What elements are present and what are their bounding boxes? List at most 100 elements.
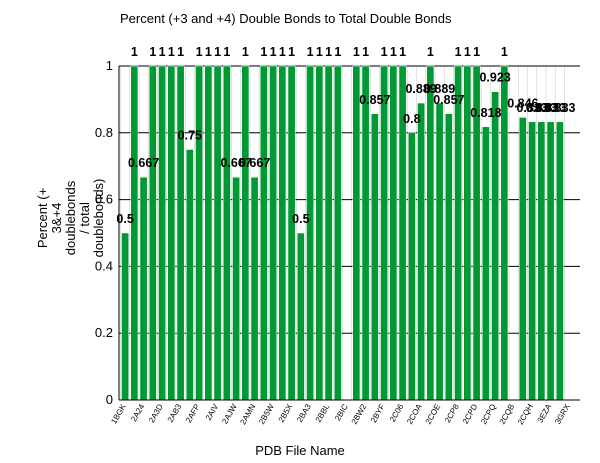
x-tick-label: 3EZA (536, 402, 554, 424)
data-label: 0.846 (507, 96, 538, 110)
bar (324, 65, 333, 401)
data-label: 1 (168, 45, 175, 59)
bar (519, 117, 527, 401)
data-label: 1 (260, 45, 267, 59)
data-label: 1 (473, 45, 480, 59)
x-tick-label: 2B5W (257, 402, 276, 426)
bar (491, 91, 499, 401)
data-label: 0.889 (424, 82, 455, 96)
data-label: 1 (270, 45, 277, 59)
data-label: 1 (131, 45, 138, 59)
y-axis-title-line: doublebonds (63, 180, 78, 255)
x-tick-label: 2A24 (129, 402, 146, 423)
x-tick-label: 2CP8 (443, 402, 461, 424)
data-label: 1 (334, 45, 341, 59)
data-label: 1 (177, 45, 184, 59)
bar (213, 65, 222, 401)
chart-title: Percent (+3 and +4) Double Bonds to Tota… (120, 11, 452, 26)
x-tick-label: 2C06 (388, 402, 406, 424)
bar (130, 65, 139, 401)
bar (121, 232, 129, 401)
x-tick-label: 2CQB (498, 403, 517, 426)
x-tick-label: 2CQH (516, 402, 535, 426)
bar (167, 65, 176, 401)
bar (352, 65, 361, 401)
bar (389, 65, 398, 401)
x-tick-label: 2B5X (277, 402, 295, 424)
data-label: 1 (223, 45, 230, 59)
bar (556, 121, 564, 401)
bar-series (121, 65, 564, 401)
y-axis-title: Percent (+ 3&+4 doublebonds / total doublebo… (35, 179, 106, 258)
bar (528, 121, 536, 401)
bar (195, 65, 203, 401)
data-label: 0.833 (516, 101, 547, 115)
data-label: 1 (196, 45, 203, 59)
bar (139, 176, 148, 401)
y-tick-label: 0 (106, 392, 113, 407)
data-label: 0.889 (405, 82, 436, 96)
y-tick-label: 0.2 (95, 325, 113, 340)
data-label: 1 (159, 45, 166, 59)
data-label: 0.8 (403, 112, 420, 126)
x-tick-label: 2AB3 (166, 402, 184, 424)
bar (380, 65, 388, 401)
data-label: 1 (353, 45, 360, 59)
x-tick-labels: 1BGK 2A24 2A3D 2AB3 2AFP 2AIV 2AJW 2AMN 2B5W 2B5X… (109, 402, 572, 426)
data-label: 0.667 (239, 156, 270, 170)
x-tick-label: 2CPD (461, 402, 480, 425)
bar (223, 65, 231, 401)
x-tick-label: 2BA3 (295, 402, 313, 424)
x-tick-label: 2AJW (220, 402, 239, 425)
x-tick-label: 2A3D (147, 402, 165, 424)
y-axis-title-line: 3&+4 (49, 203, 64, 234)
data-label: 0.5 (116, 212, 133, 226)
bar (426, 65, 435, 401)
y-tick-label: 0.4 (95, 258, 113, 273)
data-label: 1 (501, 45, 508, 59)
x-tick-label: 2BW2 (350, 402, 369, 426)
data-label: 0.5 (292, 212, 309, 226)
data-label: 0.833 (544, 101, 575, 115)
data-label: 1 (381, 45, 388, 59)
data-label: 1 (362, 45, 369, 59)
data-label: 1 (316, 45, 323, 59)
data-label: 1 (307, 45, 314, 59)
bar (269, 65, 277, 401)
data-label: 0.667 (128, 156, 159, 170)
bar (260, 65, 268, 401)
bar (435, 102, 444, 401)
y-axis-title-line: Percent (+ (35, 188, 50, 248)
bar (417, 102, 425, 401)
data-label: 1 (427, 45, 434, 59)
bar (241, 65, 250, 401)
y-tick-label: 0.8 (95, 125, 113, 140)
x-tick-label: 2AFP (184, 403, 202, 425)
y-tick-labels: 0 0.2 0.4 0.6 0.8 1 (95, 58, 113, 407)
data-label: 1 (464, 45, 471, 59)
bar (250, 176, 259, 401)
y-axis-title-line: doublebonds) (91, 179, 106, 258)
bar (315, 65, 324, 401)
bar (454, 65, 462, 401)
x-tick-label: 2COA (405, 402, 424, 426)
bar (297, 232, 305, 401)
data-label: 0.857 (433, 93, 464, 107)
data-label: 0.923 (479, 71, 510, 85)
data-label: 1 (390, 45, 397, 59)
data-label: 1 (149, 45, 156, 59)
bar (232, 176, 240, 401)
bar (186, 149, 194, 401)
x-axis-title: PDB File Name (255, 443, 345, 458)
data-label: 0.833 (535, 101, 566, 115)
x-tick-label: 2AMN (238, 402, 257, 426)
bar (158, 65, 166, 401)
data-label: 0.818 (470, 106, 501, 120)
y-axis-title-line: / total (77, 202, 92, 234)
x-tick-label: 2COE (424, 403, 443, 426)
data-label: 0.833 (526, 101, 557, 115)
bar (149, 65, 157, 401)
x-tick-label: 2CPQ (479, 402, 498, 425)
